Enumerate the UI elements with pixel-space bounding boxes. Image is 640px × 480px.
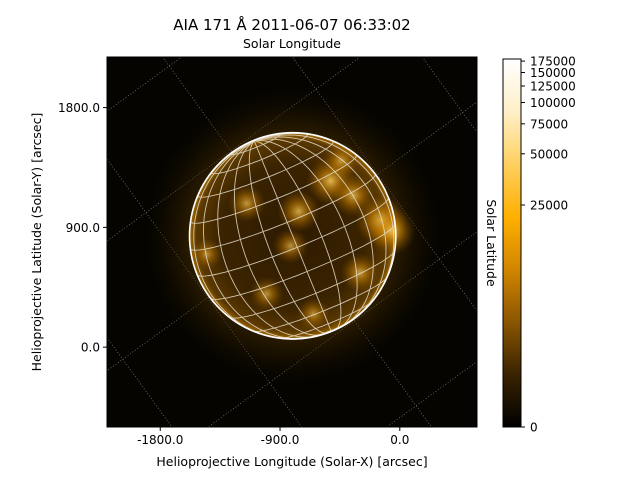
parallel-line [230,134,281,156]
grid-line [107,57,183,112]
x-tick-label: 0.0 [390,433,409,447]
colorbar-tick-label: 25000 [530,198,568,212]
y-tick-label: 1800.0 [58,101,100,115]
colorbar-tick-label: 0 [530,421,538,435]
parallel-line [211,134,308,175]
parallel-line [209,223,396,300]
colorbar-tick-label: 100000 [530,96,576,110]
parallel-line [190,154,357,224]
colorbar-tick-label: 75000 [530,117,568,131]
y-axis-label: Helioprojective Latitude (Solar-Y) [arcs… [29,113,44,372]
active-region [368,207,416,255]
active-region [340,253,380,293]
parallel-line [251,275,388,332]
active-region [272,227,309,264]
x-axis-label: Helioprojective Longitude (Solar-X) [arc… [156,454,427,469]
colorbar-tick-label: 50000 [530,147,568,161]
x-tick-label: -1800.0 [137,433,183,447]
colorbar-tick-label: 175000 [530,55,576,69]
colorbar-fill [503,59,521,427]
parallel-line [277,298,375,339]
parallel-line [228,249,396,319]
y-axis-ticks: 0.0 900.0 1800.0 [58,101,107,355]
top-axis-label: Solar Longitude [243,36,341,51]
colorbar-tick-label: 125000 [530,79,576,93]
chart-title: AIA 171 Å 2011-06-07 06:33:02 [173,15,410,34]
grid-line [421,57,477,133]
active-region [191,238,223,270]
y-tick-label: 900.0 [66,221,100,235]
active-region [323,142,360,179]
colorbar-frame [502,58,522,428]
grid-line [107,337,173,427]
x-tick-label: -900.0 [261,433,300,447]
x-axis-ticks: -1800.0 -900.0 0.0 [137,427,409,447]
right-axis-label: Solar Latitude [484,199,499,287]
parallel-line [197,141,334,198]
parallel-line [196,197,389,277]
plot-frame [106,56,478,428]
solar-limb [188,131,397,340]
active-region [296,297,330,331]
y-tick-label: 0.0 [81,341,100,355]
parallel-line [189,173,376,251]
active-region [227,184,266,223]
colorbar-tick-label: 150000 [530,66,576,80]
grid-line [386,361,477,427]
